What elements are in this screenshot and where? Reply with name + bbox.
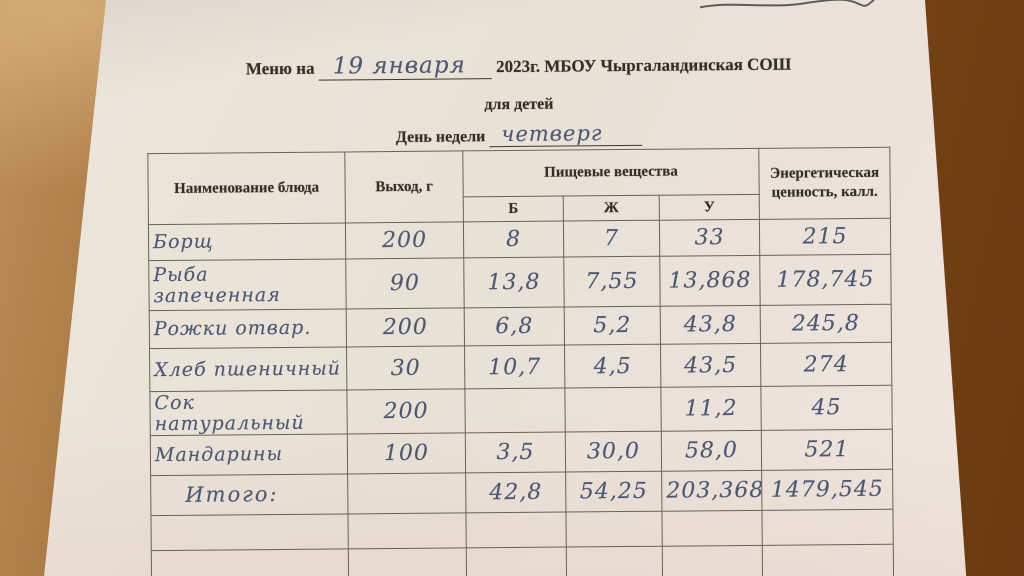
dish-name: Хлеб пшеничный bbox=[149, 346, 347, 392]
output-value: 100 bbox=[347, 432, 466, 474]
energy-value: 245,8 bbox=[760, 304, 892, 344]
table-row: Мандарины 100 3,5 30,0 58,0 521 bbox=[150, 429, 893, 476]
energy-value: 215 bbox=[759, 218, 891, 256]
table-row-empty bbox=[151, 544, 894, 576]
dish-name: Рожки отвар. bbox=[149, 308, 347, 349]
table-row-total: Итого: 42,8 54,25 203,368 1479,545 bbox=[150, 469, 893, 516]
table-row: Сок натуральный 200 11,2 45 bbox=[149, 385, 893, 436]
col-header-nutrients-group: Пищевые вещества bbox=[462, 148, 760, 197]
col-header-protein: Б bbox=[463, 196, 564, 222]
protein-value: 3,5 bbox=[465, 432, 566, 473]
dish-name: Рыба запеченная bbox=[148, 258, 347, 311]
protein-value bbox=[466, 547, 567, 576]
carbs-value: 33 bbox=[659, 219, 760, 257]
fat-value: 5,2 bbox=[564, 306, 661, 346]
output-value bbox=[348, 547, 467, 576]
output-value bbox=[347, 472, 466, 514]
output-value: 200 bbox=[346, 307, 465, 347]
fat-value: 4,5 bbox=[564, 344, 661, 389]
energy-value bbox=[761, 509, 894, 546]
total-label: Итого: bbox=[150, 473, 348, 516]
dish-name bbox=[150, 513, 349, 551]
protein-value bbox=[465, 512, 567, 548]
dish-name bbox=[151, 548, 349, 576]
energy-total: 1479,545 bbox=[761, 469, 893, 511]
menu-table: Наименование блюда Выход, г Пищевые веще… bbox=[147, 147, 894, 576]
energy-value bbox=[762, 544, 894, 576]
col-header-dish: Наименование блюда bbox=[147, 151, 346, 225]
carbs-value: 13,868 bbox=[659, 255, 761, 307]
weekday-label: День недели bbox=[395, 128, 486, 147]
energy-value: 45 bbox=[760, 385, 893, 431]
protein-value: 8 bbox=[463, 221, 564, 258]
date-handwritten: 19 января bbox=[318, 52, 492, 81]
carbs-value: 43,5 bbox=[660, 343, 761, 388]
fat-value bbox=[565, 511, 663, 548]
subtitle-for-children: для детей bbox=[484, 95, 554, 114]
output-value: 200 bbox=[345, 221, 464, 259]
protein-value bbox=[464, 388, 566, 433]
year-and-school: 2023г. МБОУ Чыргаландинская СОШ bbox=[495, 54, 792, 77]
protein-total: 42,8 bbox=[465, 472, 566, 513]
col-header-energy: Энергетическая ценность, калл. bbox=[758, 147, 891, 220]
carbs-total: 203,368 bbox=[661, 470, 762, 512]
dish-name: Борщ bbox=[148, 222, 346, 261]
fat-total: 54,25 bbox=[565, 471, 662, 513]
output-value: 200 bbox=[346, 388, 466, 434]
carbs-value bbox=[661, 510, 763, 547]
protein-value: 13,8 bbox=[463, 257, 565, 308]
table-row: Рожки отвар. 200 6,8 5,2 43,8 245,8 bbox=[149, 304, 892, 349]
output-value bbox=[347, 512, 467, 549]
fat-value: 7 bbox=[563, 220, 660, 258]
carbs-value: 11,2 bbox=[660, 386, 762, 432]
carbs-value: 58,0 bbox=[661, 430, 762, 472]
menu-label: Меню на bbox=[245, 58, 315, 79]
col-header-carbs: У bbox=[659, 194, 760, 221]
fat-value: 30,0 bbox=[565, 431, 662, 473]
dish-name: Сок натуральный bbox=[149, 389, 348, 436]
table-row: Рыба запеченная 90 13,8 7,55 13,868 178,… bbox=[148, 254, 892, 311]
fat-value bbox=[566, 546, 663, 576]
fat-value bbox=[564, 387, 662, 433]
dish-name: Мандарины bbox=[150, 433, 348, 476]
cut-off-pen-mark-icon bbox=[699, 0, 875, 9]
output-value: 90 bbox=[345, 257, 465, 309]
weekday-line: День недели четверг bbox=[139, 119, 899, 150]
weekday-handwritten: четверг bbox=[489, 120, 643, 148]
col-header-fat: Ж bbox=[563, 195, 660, 222]
table-row: Хлеб пшеничный 30 10,7 4,5 43,5 274 bbox=[149, 342, 892, 392]
protein-value: 10,7 bbox=[464, 345, 565, 389]
output-value: 30 bbox=[346, 345, 465, 390]
protein-value: 6,8 bbox=[464, 307, 565, 346]
energy-value: 274 bbox=[760, 342, 892, 387]
fat-value: 7,55 bbox=[563, 256, 661, 308]
col-header-output: Выход, г bbox=[344, 150, 464, 223]
carbs-value: 43,8 bbox=[660, 305, 761, 345]
energy-value: 178,745 bbox=[759, 254, 892, 306]
energy-value: 521 bbox=[761, 429, 893, 471]
carbs-value bbox=[662, 545, 763, 576]
menu-title-line: Меню на 19 января 2023г. МБОУ Чыргаланди… bbox=[138, 49, 898, 82]
